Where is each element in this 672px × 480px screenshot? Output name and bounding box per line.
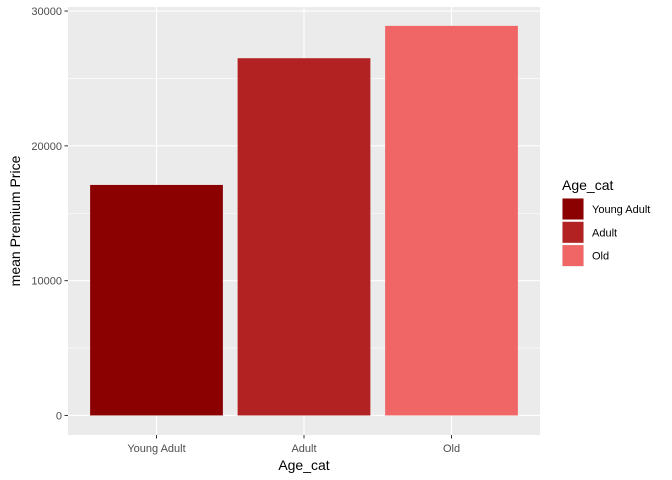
- legend: Age_cat Young Adult Adult Old: [562, 177, 650, 267]
- y-axis-title: mean Premium Price: [7, 155, 23, 286]
- x-tick-label: Adult: [291, 443, 316, 455]
- bar-old: [385, 25, 518, 416]
- y-tick-label: 10000: [31, 276, 62, 288]
- y-axis: 0 10000 20000 30000: [31, 6, 68, 422]
- x-axis-title: Age_cat: [278, 457, 329, 473]
- bar-adult: [237, 58, 371, 416]
- x-tick-label: Young Adult: [127, 443, 185, 455]
- y-tick-label: 30000: [31, 6, 62, 18]
- legend-label: Young Adult: [592, 204, 650, 216]
- x-tick-label: Old: [443, 443, 460, 455]
- legend-title: Age_cat: [562, 177, 613, 193]
- legend-swatch-adult: [562, 221, 584, 243]
- x-axis: Young Adult Adult Old: [127, 435, 460, 455]
- bars: [90, 25, 518, 416]
- legend-swatch-young-adult: [562, 198, 584, 220]
- legend-label: Adult: [592, 227, 617, 239]
- legend-label: Old: [592, 251, 609, 263]
- y-tick-label: 20000: [31, 141, 62, 153]
- y-tick-label: 0: [56, 410, 62, 422]
- bar-young-adult: [90, 184, 223, 416]
- legend-swatch-old: [562, 245, 584, 267]
